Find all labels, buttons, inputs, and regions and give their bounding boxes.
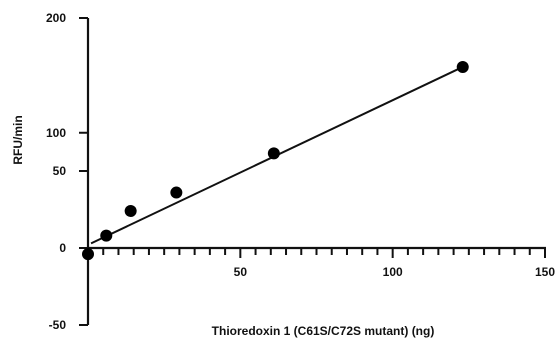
y-tick-label: 50: [53, 164, 67, 178]
y-axis-title: RFU/min: [11, 115, 25, 164]
data-point: [100, 229, 113, 242]
x-tick-label: 150: [535, 265, 555, 279]
y-tick-label: -50: [49, 318, 67, 332]
chart-ticks: -50 0 50 100 200 50 100 150: [46, 11, 555, 332]
x-tick-label: 100: [383, 265, 403, 279]
x-axis-title: Thioredoxin 1 (C61S/C72S mutant) (ng): [212, 324, 435, 338]
y-tick-label: 0: [59, 241, 66, 255]
y-tick-label: 200: [46, 11, 66, 25]
chart-points: [82, 60, 469, 261]
chart-axes: [86, 18, 546, 325]
data-point: [124, 205, 137, 218]
data-point: [82, 248, 94, 261]
data-point: [170, 186, 183, 199]
x-tick-label: 50: [234, 265, 248, 279]
y-tick-label: 100: [46, 126, 66, 140]
data-point: [456, 60, 469, 73]
data-point: [267, 147, 280, 160]
